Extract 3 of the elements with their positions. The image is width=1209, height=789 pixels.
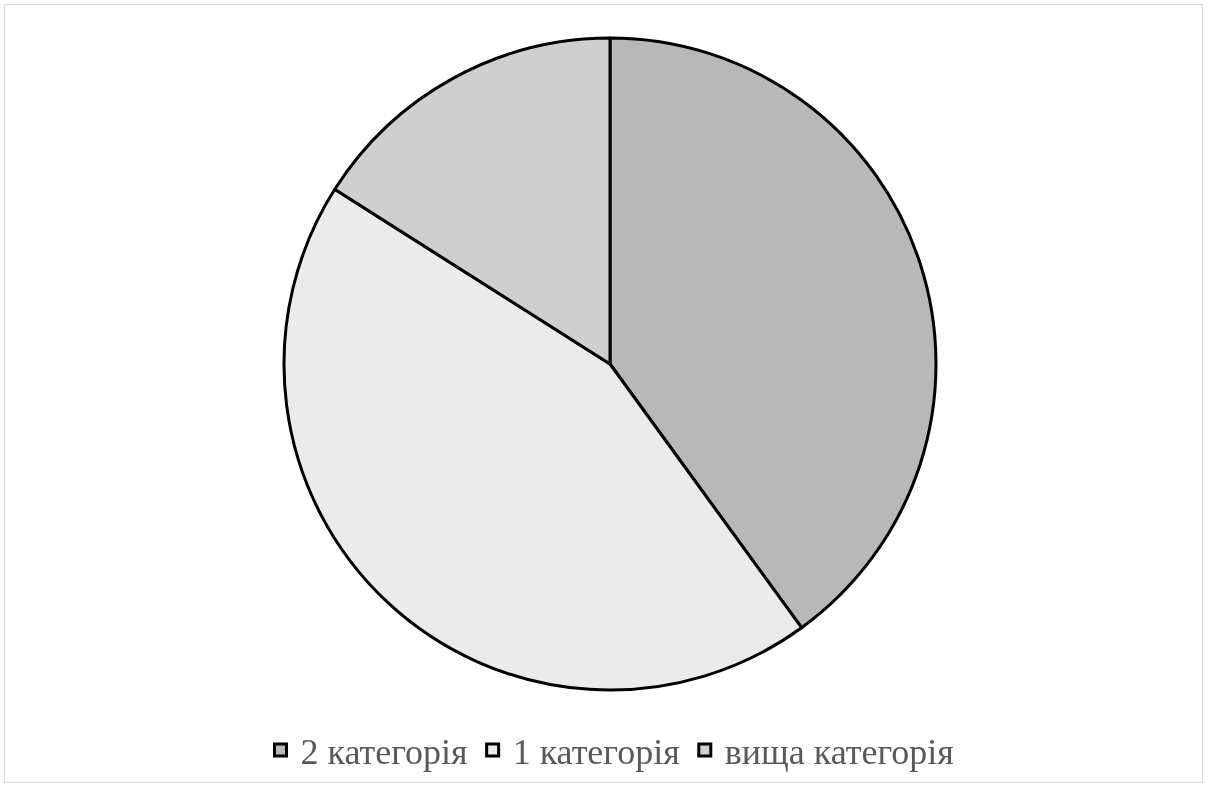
- legend-label: вища категорія: [724, 731, 954, 772]
- legend-label: 1 категорія: [512, 731, 680, 772]
- legend-label: 2 категорія: [300, 731, 468, 772]
